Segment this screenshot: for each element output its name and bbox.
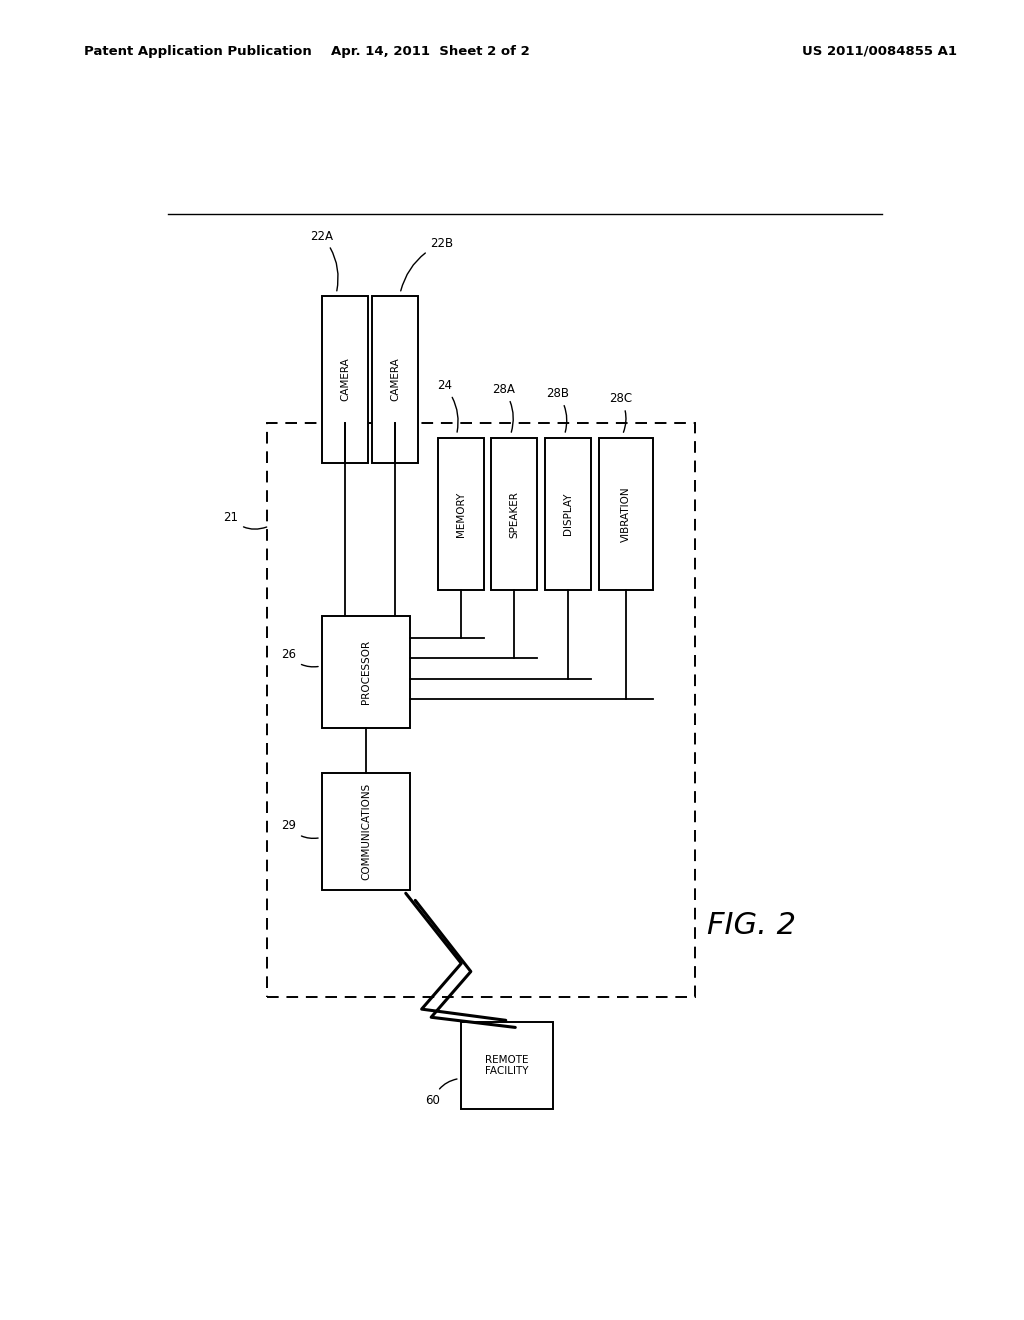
Bar (437, 438, 483, 590)
Text: 21: 21 (223, 511, 266, 529)
Bar (546, 438, 592, 590)
Text: Patent Application Publication: Patent Application Publication (84, 45, 311, 58)
Text: VIBRATION: VIBRATION (622, 486, 632, 543)
Bar (323, 615, 410, 727)
Text: FIG. 2: FIG. 2 (708, 911, 797, 940)
Text: CAMERA: CAMERA (390, 358, 400, 401)
Bar (323, 296, 369, 463)
Text: REMOTE
FACILITY: REMOTE FACILITY (485, 1055, 528, 1076)
Bar (492, 438, 538, 590)
Text: 60: 60 (426, 1078, 457, 1107)
Text: 28A: 28A (493, 383, 515, 432)
Text: 24: 24 (436, 379, 458, 432)
Text: 26: 26 (282, 648, 318, 667)
Text: 22A: 22A (310, 230, 338, 290)
Text: COMMUNICATIONS: COMMUNICATIONS (361, 783, 371, 880)
Text: CAMERA: CAMERA (340, 358, 350, 401)
Text: 28C: 28C (609, 392, 632, 432)
Text: Apr. 14, 2011  Sheet 2 of 2: Apr. 14, 2011 Sheet 2 of 2 (331, 45, 529, 58)
Bar (267, 422, 695, 997)
Bar (323, 774, 410, 890)
Text: 28B: 28B (546, 387, 569, 432)
Bar (373, 296, 419, 463)
Bar (599, 438, 653, 590)
Text: 22B: 22B (400, 236, 454, 290)
Text: MEMORY: MEMORY (456, 491, 466, 537)
Bar (461, 1022, 553, 1109)
Text: PROCESSOR: PROCESSOR (361, 640, 371, 704)
Text: 29: 29 (282, 820, 318, 838)
Text: SPEAKER: SPEAKER (510, 491, 519, 537)
Text: US 2011/0084855 A1: US 2011/0084855 A1 (803, 45, 957, 58)
Text: DISPLAY: DISPLAY (563, 492, 573, 536)
